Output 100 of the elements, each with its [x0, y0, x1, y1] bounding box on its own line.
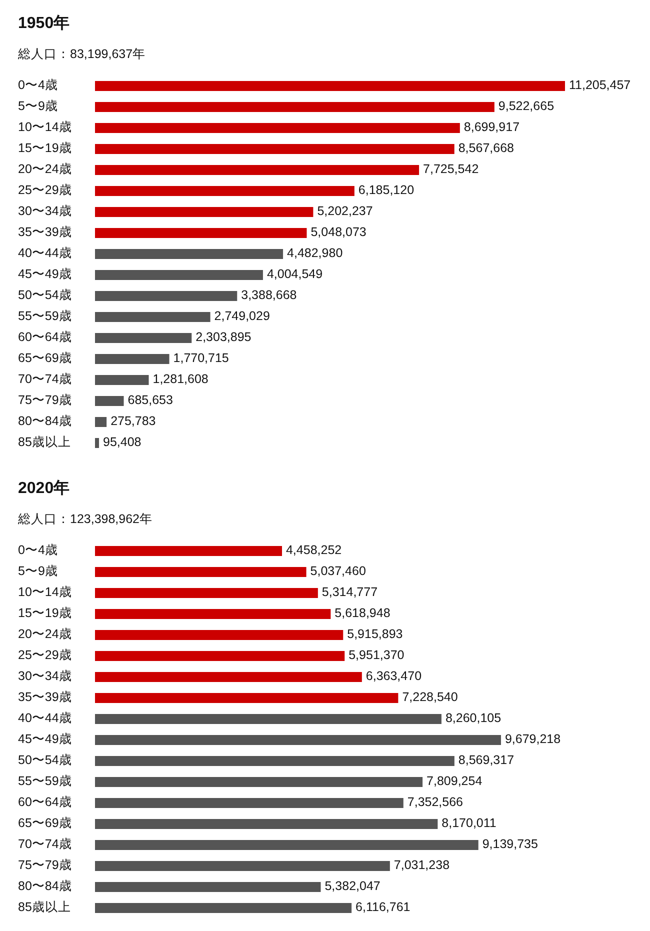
bar: [95, 438, 99, 448]
y-tick-label: 45〜49歳: [18, 266, 72, 281]
y-tick-label: 30〜34歳: [18, 668, 72, 683]
y-tick-label: 0〜4歳: [18, 542, 58, 557]
bar: [95, 102, 494, 112]
data-label: 685,653: [128, 392, 173, 407]
bar: [95, 714, 442, 724]
data-label: 2,303,895: [196, 330, 252, 344]
bar: [95, 840, 478, 850]
y-tick-label: 70〜74歳: [18, 836, 72, 851]
data-label: 275,783: [110, 414, 156, 428]
y-tick-label: 55〜59歳: [18, 774, 72, 788]
data-label: 6,116,761: [356, 900, 410, 914]
y-tick-label: 35〜39歳: [18, 224, 72, 239]
data-label: 4,004,549: [266, 266, 323, 281]
data-label: 8,260,105: [445, 710, 502, 725]
data-label: 7,809,254: [426, 774, 482, 788]
data-label: 8,569,317: [458, 752, 514, 767]
bar: [95, 375, 149, 385]
bar: [95, 186, 354, 196]
bar: [95, 333, 192, 343]
data-label: 7,031,238: [394, 858, 450, 872]
bar: [95, 546, 282, 556]
data-label: 95,408: [103, 434, 142, 449]
data-label: 11,205,457: [569, 78, 631, 92]
chart-title: 1950年: [18, 14, 70, 32]
chart-subtitle: 総人口：123,398,962年: [17, 512, 153, 526]
bar: [95, 798, 404, 808]
y-tick-label: 50〜54歳: [18, 752, 72, 767]
data-label: 7,725,542: [423, 162, 479, 176]
y-tick-label: 30〜34歳: [18, 204, 72, 218]
y-tick-label: 5〜9歳: [18, 564, 58, 578]
y-tick-label: 65〜69歳: [18, 350, 72, 365]
bar: [95, 144, 454, 154]
y-tick-label: 10〜14歳: [18, 120, 72, 134]
bar: [95, 861, 390, 871]
bar: [95, 588, 318, 598]
bar: [95, 819, 438, 829]
data-label: 4,458,252: [286, 542, 342, 557]
bar: [95, 672, 362, 682]
y-tick-label: 35〜39歳: [18, 690, 72, 704]
y-tick-label: 80〜84歳: [18, 414, 72, 428]
data-label: 8,170,011: [442, 816, 496, 830]
bar: [95, 123, 460, 133]
y-tick-label: 0〜4歳: [18, 78, 58, 92]
bar: [95, 417, 107, 427]
y-tick-label: 25〜29歳: [18, 648, 72, 662]
y-tick-label: 50〜54歳: [18, 288, 72, 302]
bar: [95, 81, 565, 91]
y-tick-label: 85歳以上: [18, 434, 71, 449]
bar: [95, 270, 263, 280]
data-label: 5,037,460: [310, 564, 366, 578]
bar: [95, 630, 344, 640]
data-label: 5,915,893: [347, 626, 403, 641]
y-tick-label: 15〜19歳: [18, 606, 72, 620]
bar: [95, 693, 398, 703]
data-label: 5,202,237: [317, 204, 373, 218]
y-tick-label: 10〜14歳: [18, 584, 72, 599]
y-tick-label: 40〜44歳: [18, 710, 72, 725]
data-label: 7,352,566: [407, 794, 464, 809]
bar: [95, 165, 420, 175]
data-label: 9,679,218: [504, 732, 561, 746]
data-label: 7,228,540: [402, 690, 458, 704]
data-label: 8,567,668: [458, 140, 514, 155]
data-label: 5,048,073: [310, 224, 366, 239]
data-label: 5,951,370: [348, 648, 404, 662]
data-label: 3,388,668: [241, 288, 297, 302]
y-tick-label: 60〜64歳: [18, 330, 72, 344]
bar: [95, 609, 331, 619]
bar: [95, 903, 352, 913]
data-label: 5,618,948: [334, 606, 390, 620]
bar: [95, 249, 284, 259]
y-tick-label: 5〜9歳: [18, 98, 58, 113]
bar: [95, 756, 454, 766]
bar: [95, 354, 170, 364]
data-label: 9,522,665: [498, 98, 554, 113]
y-tick-label: 40〜44歳: [18, 246, 72, 260]
bar: [95, 228, 307, 238]
data-label: 9,139,735: [482, 836, 538, 851]
data-label: 1,770,715: [173, 350, 229, 365]
bar: [95, 777, 423, 787]
y-tick-label: 80〜84歳: [18, 878, 72, 893]
data-label: 6,185,120: [358, 182, 414, 197]
y-tick-label: 20〜24歳: [18, 626, 72, 641]
y-tick-label: 15〜19歳: [18, 140, 72, 155]
y-tick-label: 75〜79歳: [18, 392, 72, 407]
bar: [95, 882, 321, 892]
bar: [95, 651, 345, 661]
y-tick-label: 65〜69歳: [18, 816, 72, 830]
y-tick-label: 70〜74歳: [18, 372, 72, 386]
bar: [95, 207, 314, 217]
chart-subtitle: 総人口：83,199,637年: [17, 47, 146, 61]
data-label: 1,281,608: [152, 372, 208, 386]
data-label: 8,699,917: [464, 120, 520, 134]
y-tick-label: 60〜64歳: [18, 794, 72, 809]
data-label: 2,749,029: [214, 308, 270, 323]
y-tick-label: 85歳以上: [18, 900, 71, 914]
bar: [95, 396, 124, 406]
bar: [95, 291, 238, 301]
bar: [95, 567, 306, 577]
